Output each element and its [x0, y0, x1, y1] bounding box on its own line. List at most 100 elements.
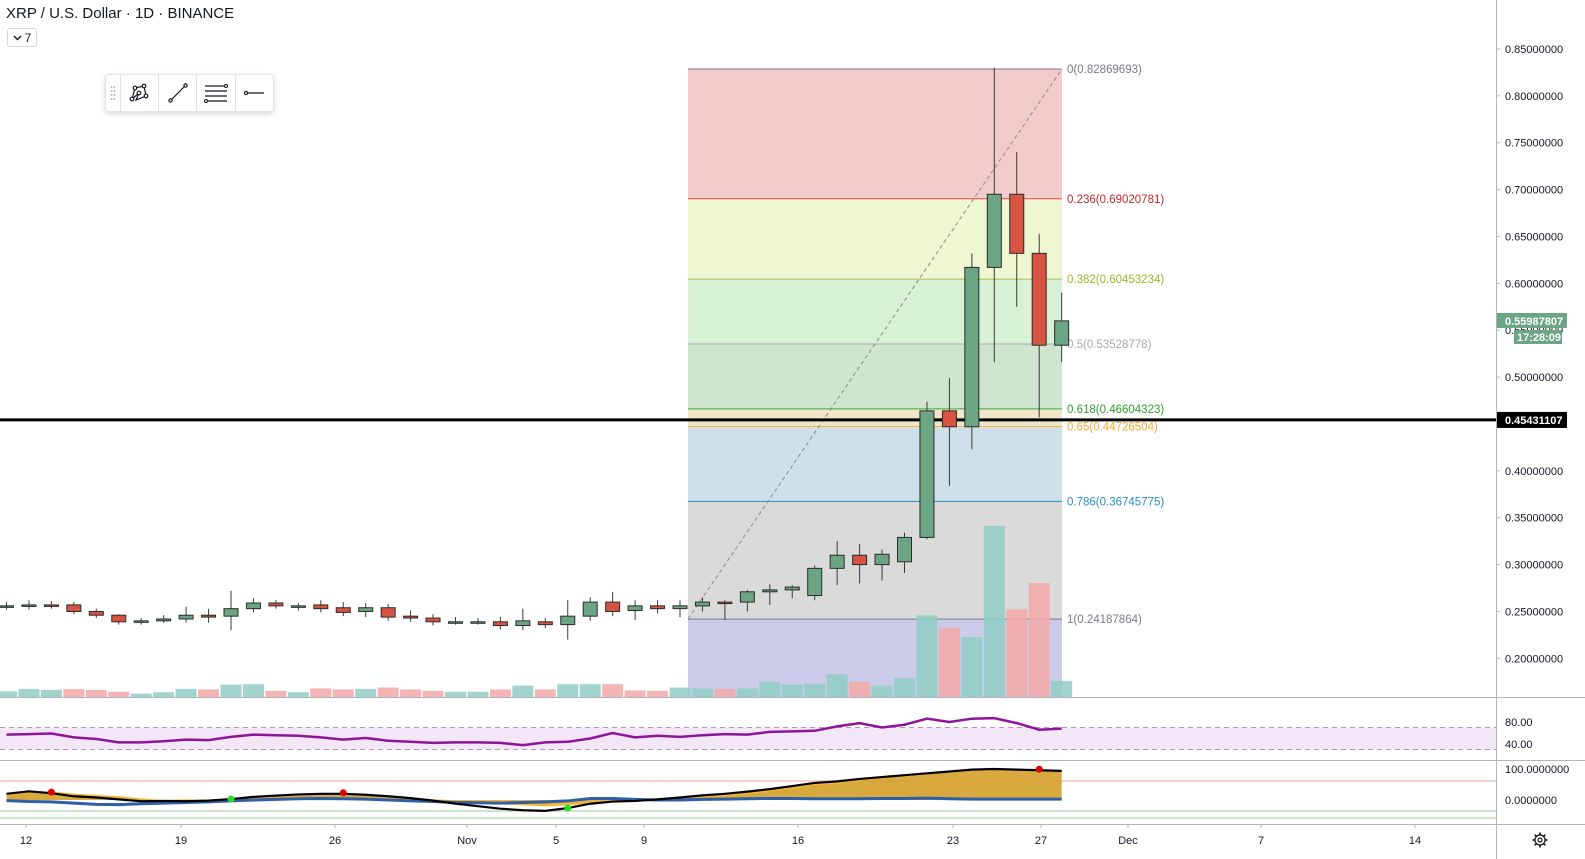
volume-bar: [489, 689, 511, 697]
current-price-value: 0.55987807: [1505, 316, 1563, 328]
countdown-value: 17:28:09: [1517, 332, 1561, 344]
osc-red-dot: [1035, 765, 1043, 773]
candle-body: [380, 607, 396, 618]
volume-bar: [377, 687, 399, 697]
time-tick-label: Nov: [457, 835, 477, 847]
candle-body: [43, 604, 59, 607]
candle-body: [313, 604, 329, 610]
drag-handle-icon[interactable]: [106, 75, 120, 111]
volume-bar: [40, 689, 62, 697]
candle-body: [403, 615, 419, 619]
gear-tooth: [1542, 842, 1546, 846]
candle-body: [762, 589, 778, 593]
interval-label[interactable]: 1D: [134, 5, 155, 22]
node-path-icon[interactable]: [119, 75, 158, 111]
volume-bar: [467, 691, 489, 697]
candle-body: [739, 591, 755, 603]
time-tick-label: 5: [553, 835, 559, 847]
candle-body: [582, 601, 598, 617]
trend-line-icon[interactable]: [158, 75, 196, 111]
candle-body: [941, 410, 957, 428]
fib-level-label: 1(0.24187864): [1067, 614, 1142, 626]
fib-zone: [688, 426, 1062, 502]
candle-body: [874, 553, 890, 566]
fib-zone: [688, 279, 1062, 345]
candle-body: [627, 605, 643, 612]
separator: ·: [121, 5, 135, 22]
price-tick-label: 0.35000000: [1505, 513, 1563, 525]
indicator-count: 7: [24, 30, 32, 45]
volume-bar: [669, 687, 691, 697]
time-tick-label: 23: [947, 835, 959, 847]
osc-blue-line: [6, 796, 1062, 807]
candle-body: [268, 602, 284, 607]
osc-black-line: [6, 767, 1062, 812]
symbol-name[interactable]: XRP / U.S. Dollar: [6, 5, 122, 22]
candle-body: [897, 536, 912, 563]
volume-bar: [400, 689, 422, 697]
volume-bar: [938, 627, 960, 697]
fib-zone: [688, 619, 1062, 697]
candle-body: [986, 193, 1002, 268]
volume-bar: [894, 678, 915, 697]
price-tick-label: 0.30000000: [1505, 560, 1563, 572]
volume-bar: [647, 690, 669, 697]
candle-body: [672, 605, 688, 610]
rsi-tick-label: 40.00: [1505, 739, 1533, 751]
fib-zone: [688, 198, 1062, 280]
volume-bar: [983, 526, 1005, 697]
chevron-down-icon: [13, 35, 22, 40]
drawing-toolbar: [105, 74, 274, 112]
fib-trend-line: [687, 68, 1063, 620]
volume-bar: [602, 684, 624, 697]
time-tick-label: 14: [1409, 835, 1421, 847]
volume-bar: [287, 692, 309, 697]
candle-body: [650, 605, 666, 610]
volume-bar: [534, 689, 556, 697]
price-tick-label: 0.20000000: [1505, 653, 1563, 665]
price-tick-label: 0.75000000: [1505, 138, 1563, 150]
time-tick-label: 27: [1035, 835, 1047, 847]
fib-zone: [688, 68, 1062, 199]
time-tick-label: 26: [329, 835, 341, 847]
volume-bar: [579, 684, 601, 697]
time-tick-label: 19: [175, 835, 187, 847]
volume-bar: [332, 689, 354, 697]
time-tick-label: 9: [641, 835, 647, 847]
candle-body: [919, 410, 935, 538]
volume-bar: [1028, 583, 1050, 697]
volume-bar: [1006, 609, 1028, 697]
candle-body: [717, 601, 733, 605]
fib-level-label: 0.786(0.36745775): [1067, 496, 1164, 508]
volume-bar: [916, 615, 938, 697]
volume-bar: [691, 688, 713, 697]
price-tick-label: 0.50000000: [1505, 372, 1563, 384]
volume-bar: [220, 684, 242, 697]
fib-levels-icon[interactable]: [196, 75, 234, 111]
countdown-badge: [1514, 329, 1562, 344]
indicators-collapse-button[interactable]: 7: [7, 28, 37, 47]
osc-tick-label: 100.0000000: [1505, 764, 1569, 776]
time-tick-label: 7: [1258, 835, 1264, 847]
fib-zone: [688, 408, 1062, 427]
volume-bar: [1051, 680, 1073, 697]
candle-body: [425, 617, 441, 623]
osc-green-dot: [227, 795, 235, 803]
candle-body: [156, 618, 172, 622]
volume-bar: [130, 693, 152, 697]
volume-bar: [0, 691, 17, 697]
rsi-tick-label: 80.00: [1505, 717, 1533, 729]
candle-body: [492, 621, 508, 627]
fib-level-label: 0.236(0.69020781): [1067, 194, 1164, 206]
candle-body: [560, 615, 576, 626]
volume-bar: [63, 688, 85, 697]
gear-tooth: [1542, 834, 1546, 838]
volume-bar: [422, 690, 444, 697]
osc-green-dot: [564, 804, 572, 812]
fib-level-label: 0.5(0.53528778): [1067, 339, 1152, 351]
price-tick-label: 0.70000000: [1505, 185, 1563, 197]
price-tick-label: 0.25000000: [1505, 606, 1563, 618]
price-tick-label: 0.65000000: [1505, 231, 1563, 243]
horizontal-line-icon[interactable]: [234, 75, 273, 111]
